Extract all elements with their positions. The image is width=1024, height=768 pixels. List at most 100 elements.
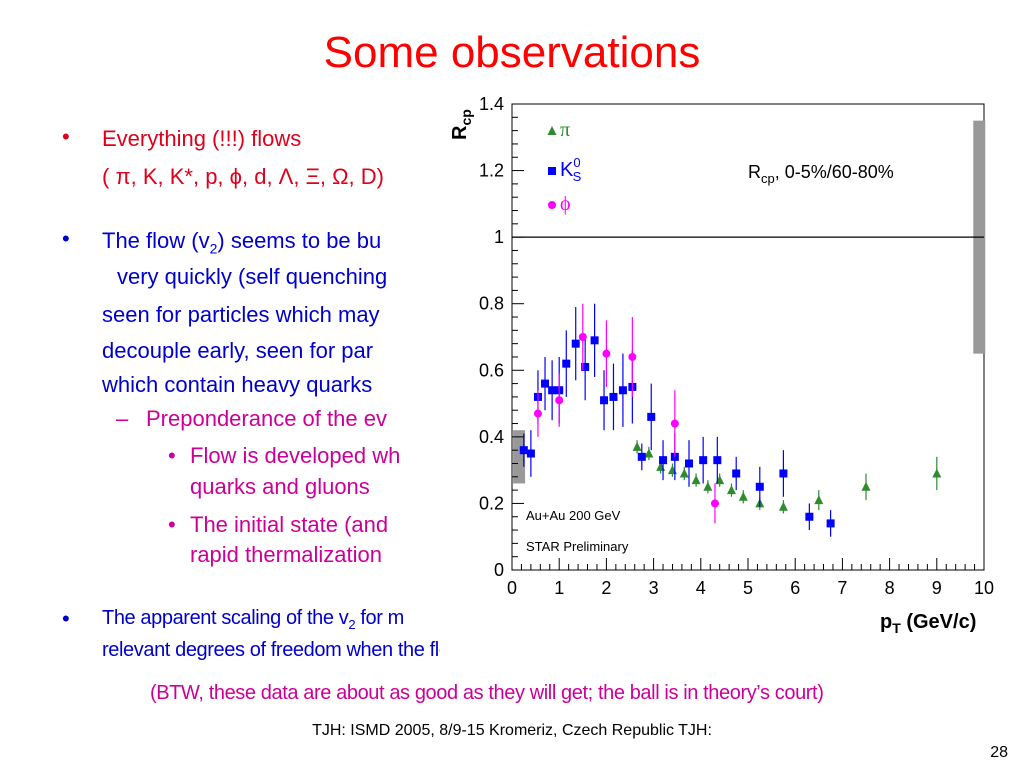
- point-K0S-19: [699, 456, 708, 465]
- point-K0S-20: [713, 456, 722, 465]
- x-tick-label: 1: [554, 578, 564, 598]
- x-axis-label-sub: T: [892, 620, 901, 636]
- point-pi-1: [644, 448, 654, 458]
- legend-marker-triangle: [547, 126, 557, 135]
- bullet-2-subscript: 2: [209, 240, 218, 257]
- point-pi-9: [738, 491, 748, 501]
- point-phi-1: [555, 396, 564, 405]
- point-K0S-1: [526, 449, 535, 458]
- bullet-marker: •: [62, 606, 70, 631]
- point-K0S-25: [826, 519, 835, 528]
- sub-sub-bullet-2-line-2: rapid thermalization: [190, 542, 382, 567]
- point-K0S-18: [685, 459, 693, 468]
- legend-label-0: π: [560, 119, 570, 141]
- bullet-2-line-5: which contain heavy quarks: [102, 372, 373, 397]
- x-tick-label: 3: [649, 578, 659, 598]
- bullet-3-subscript: 2: [348, 617, 356, 632]
- legend-label-sub: S: [573, 169, 582, 184]
- rcp-annotation-sub: cp: [761, 171, 775, 186]
- bullet-1-line-1: Everything (!!!) flows: [102, 126, 302, 151]
- legend-label-main: ϕ: [560, 193, 571, 215]
- bullet-marker: •: [62, 226, 70, 251]
- point-phi-3: [602, 349, 611, 358]
- bullet-1-line-2: ( π, K, K*, p, ϕ, d, Λ, Ξ, Ω, D): [102, 164, 384, 189]
- sub-bullet-1: Preponderance of the ev: [146, 406, 387, 431]
- x-tick-label: 2: [601, 578, 611, 598]
- x-tick-label: 7: [837, 578, 847, 598]
- bullet-2-text-b: ) seems to be bu: [217, 228, 382, 253]
- bullet-2-text-a: The flow (v: [102, 228, 210, 253]
- point-K0S-0: [519, 446, 528, 455]
- y-axis-label: Rcp: [449, 109, 474, 140]
- slide-footer: TJH: ISMD 2005, 8/9-15 Kromeriz, Czech R…: [312, 722, 712, 739]
- bullet-2-line-3: seen for particles which may: [102, 302, 380, 327]
- point-phi-2: [578, 333, 587, 341]
- point-pi-5: [691, 475, 701, 485]
- x-axis-label-unit: (GeV/c): [901, 611, 977, 633]
- systematic-band-0: [513, 430, 526, 484]
- system-label: Au+Au 200 GeV: [526, 508, 621, 523]
- legend-label-2: ϕ: [560, 193, 571, 215]
- point-K0S-15: [647, 412, 656, 421]
- point-pi-14: [932, 468, 942, 478]
- x-tick-label: 10: [974, 578, 994, 598]
- y-tick-label: 0: [494, 560, 504, 580]
- point-pi-8: [726, 485, 736, 495]
- point-pi-12: [814, 495, 824, 505]
- point-K0S-3: [541, 379, 550, 388]
- x-tick-label: 8: [885, 578, 895, 598]
- bullet-3-text-a: The apparent scaling of the v: [102, 607, 349, 629]
- legend-label-1: K0 S: [560, 155, 582, 184]
- sub-sub-bullet-marker: •: [168, 512, 176, 537]
- sub-sub-bullet-marker: •: [168, 443, 176, 468]
- point-K0S-9: [590, 336, 599, 345]
- sub-bullet-dash: –: [116, 406, 129, 431]
- legend-label-main: π: [560, 119, 570, 141]
- chart-background: [440, 90, 1010, 660]
- point-K0S-14: [637, 452, 646, 461]
- point-K0S-24: [805, 512, 814, 521]
- x-tick-label: 5: [743, 578, 753, 598]
- bullet-2-line-4: decouple early, seen for par: [102, 338, 374, 363]
- point-K0S-10: [600, 396, 609, 405]
- point-K0S-4: [548, 386, 557, 395]
- x-tick-label: 9: [932, 578, 942, 598]
- legend-marker-square: [548, 167, 556, 175]
- point-pi-4: [679, 468, 689, 478]
- point-K0S-6: [562, 359, 571, 368]
- page-number: 28: [990, 744, 1008, 761]
- legend-marker-circle: [548, 201, 556, 209]
- y-tick-label: 0.4: [479, 427, 504, 447]
- point-pi-11: [778, 501, 788, 511]
- sub-sub-bullet-1-line-1: Flow is developed wh: [190, 443, 401, 468]
- x-tick-label: 6: [790, 578, 800, 598]
- y-axis-label-main: R: [449, 125, 471, 140]
- point-K0S-12: [618, 386, 627, 395]
- rcp-annotation-rest: , 0-5%/60-80%: [775, 162, 894, 182]
- point-K0S-23: [779, 469, 788, 478]
- legend-label-sup: 0: [573, 155, 580, 170]
- y-tick-label: 1: [494, 227, 504, 247]
- x-axis-label-main: p: [880, 611, 892, 633]
- point-K0S-8: [581, 362, 590, 371]
- bullet-3-line-1a: The apparent scaling of the v2 for m: [102, 605, 404, 638]
- point-pi-13: [861, 481, 871, 491]
- point-K0S-7: [571, 339, 580, 348]
- point-phi-6: [710, 499, 719, 508]
- point-phi-5: [670, 419, 679, 428]
- preliminary-label: STAR Preliminary: [526, 539, 629, 554]
- bullet-2-line-1: The flow (v2) seems to be bu: [102, 228, 381, 261]
- rcp-annotation: Rcp, 0-5%/60-80%: [748, 162, 894, 186]
- y-tick-label: 0.2: [479, 493, 504, 513]
- point-K0S-11: [609, 392, 618, 401]
- bullet-2-line-2: very quickly (self quenching: [117, 264, 388, 289]
- bullet-3-text-b: for m: [355, 607, 404, 629]
- y-tick-label: 1.4: [479, 94, 504, 114]
- x-tick-label: 4: [696, 578, 706, 598]
- y-axis-label-sub: cp: [458, 109, 474, 125]
- legend-label-main: K: [560, 159, 574, 181]
- bullet-marker: •: [62, 124, 70, 149]
- x-tick-label: 0: [507, 578, 517, 598]
- slide-title: Some observations: [323, 28, 701, 77]
